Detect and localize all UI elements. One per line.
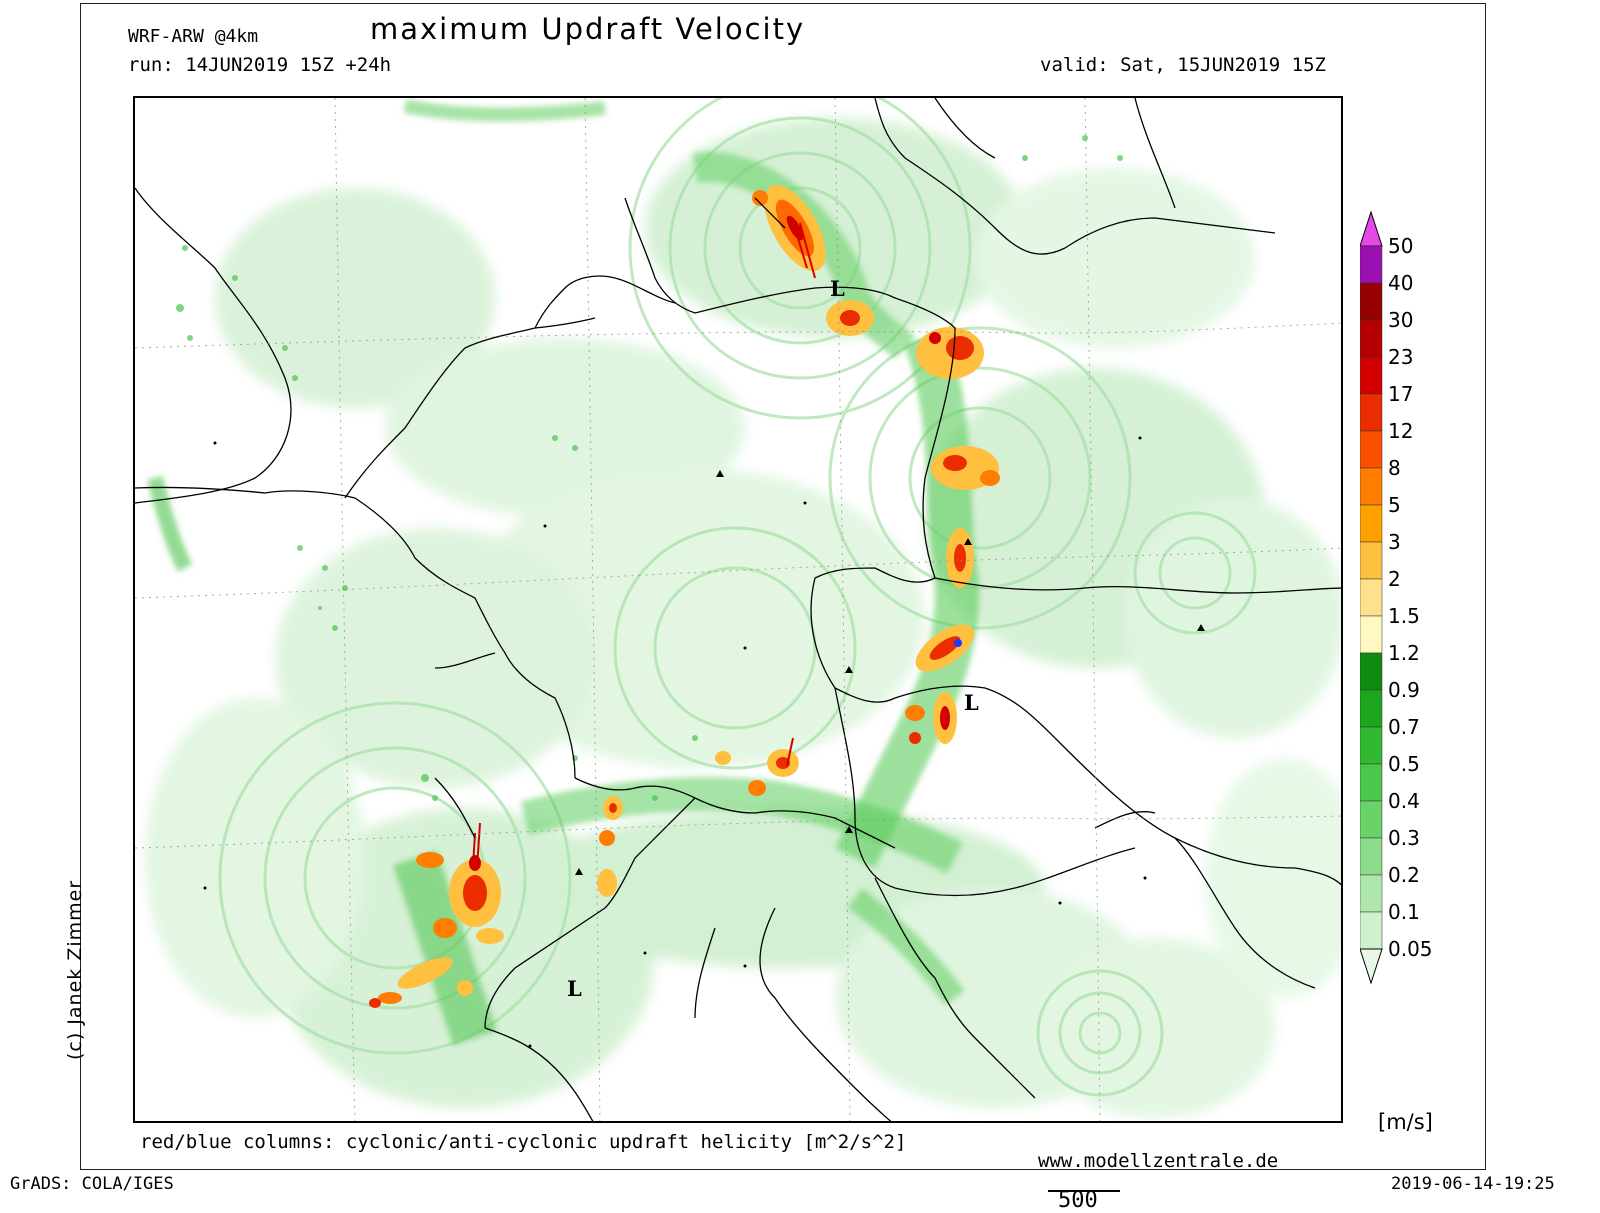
legend-swatch — [1359, 726, 1383, 765]
map-canvas: L L L — [135, 98, 1341, 1121]
legend-swatch — [1359, 504, 1383, 543]
legend-swatch — [1359, 911, 1383, 950]
core-poland-north — [916, 327, 984, 379]
units-label: [m/s] — [1378, 1110, 1433, 1134]
legend-level-label: 0.7 — [1388, 715, 1420, 739]
legend-swatch — [1359, 430, 1383, 469]
legend-level-label: 12 — [1388, 419, 1413, 443]
legend-level-label: 0.3 — [1388, 826, 1420, 850]
legend-level-label: 8 — [1388, 456, 1401, 480]
low-pressure-label: L — [567, 976, 582, 1001]
low-pressure-label: L — [830, 276, 845, 301]
legend-swatch — [1359, 282, 1383, 321]
legend-level-label: 0.9 — [1388, 678, 1420, 702]
legend-level-label: 40 — [1388, 271, 1413, 295]
legend-swatch — [1359, 652, 1383, 691]
coastlines-borders — [135, 98, 1341, 1121]
legend-swatch — [1359, 689, 1383, 728]
legend-level-label: 3 — [1388, 530, 1401, 554]
gravity-wave-rings — [218, 98, 1257, 1097]
core-switzerland — [597, 796, 623, 897]
legend-level-label: 0.2 — [1388, 863, 1420, 887]
legend-swatch — [1359, 578, 1383, 617]
legend-level-label: 17 — [1388, 382, 1413, 406]
legend-swatch — [1359, 541, 1383, 580]
low-pressure-label: L — [964, 690, 979, 715]
legend-swatch — [1359, 874, 1383, 913]
legend-swatch — [1359, 393, 1383, 432]
core-france-alps — [369, 852, 504, 1008]
legend-level-label: 30 — [1388, 308, 1413, 332]
helicity-note: red/blue columns: cyclonic/anti-cyclonic… — [140, 1131, 907, 1153]
run-label: run: 14JUN2019 15Z +24h — [128, 54, 392, 76]
legend-level-label: 50 — [1388, 234, 1413, 258]
legend-swatch — [1359, 800, 1383, 839]
author-credit: (c) Janek Zimmer — [64, 879, 86, 1060]
legend-level-label: 5 — [1388, 493, 1401, 517]
model-label: WRF-ARW @4km — [128, 26, 259, 47]
convective-cores — [369, 185, 1000, 1008]
graticule — [135, 98, 1341, 1121]
legend-arrow-bottom — [1359, 948, 1383, 985]
forecast-map: L L L — [133, 96, 1343, 1123]
legend-colorbar: 50 40 30 23 17 12 8 5 3 2 1.5 1.2 0.9 0.7 0.5 0.4 0.3 0.2… — [1359, 210, 1433, 985]
color-legend: 50 40 30 23 17 12 8 5 3 2 1.5 1.2 0.9 0.7 0.5 0.4 0.3 0.2… — [1359, 210, 1500, 1000]
city-markers — [203, 436, 1205, 1048]
legend-swatch — [1359, 245, 1383, 284]
scale-value: 500 — [1058, 1188, 1098, 1213]
legend-arrow-top — [1359, 210, 1383, 247]
software-credit: GrADS: COLA/IGES — [10, 1174, 174, 1194]
core-poland-central — [931, 446, 1000, 490]
legend-level-label: 0.5 — [1388, 752, 1420, 776]
chart-title: maximum Updraft Velocity — [370, 12, 806, 46]
legend-swatch — [1359, 319, 1383, 358]
valid-time-label: valid: Sat, 15JUN2019 15Z — [1040, 54, 1326, 76]
legend-swatch — [1359, 467, 1383, 506]
legend-swatch — [1359, 837, 1383, 876]
plot-frame — [80, 3, 1486, 1170]
render-timestamp: 2019-06-14-19:25 — [1391, 1174, 1555, 1194]
core-bavaria — [715, 749, 799, 796]
legend-level-label: 0.05 — [1388, 937, 1433, 961]
legend-level-label: 1.2 — [1388, 641, 1420, 665]
legend-swatch — [1359, 356, 1383, 395]
helicity-columns — [472, 222, 816, 869]
legend-level-label: 2 — [1388, 567, 1401, 591]
scale-bar — [1048, 1190, 1120, 1192]
legend-level-label: 0.4 — [1388, 789, 1420, 813]
core-austria — [905, 692, 957, 744]
legend-swatch — [1359, 615, 1383, 654]
legend-level-label: 1.5 — [1388, 604, 1420, 628]
website-link[interactable]: www.modellzentrale.de — [1038, 1150, 1279, 1172]
legend-level-label: 0.1 — [1388, 900, 1420, 924]
legend-level-label: 23 — [1388, 345, 1413, 369]
legend-swatch — [1359, 763, 1383, 802]
